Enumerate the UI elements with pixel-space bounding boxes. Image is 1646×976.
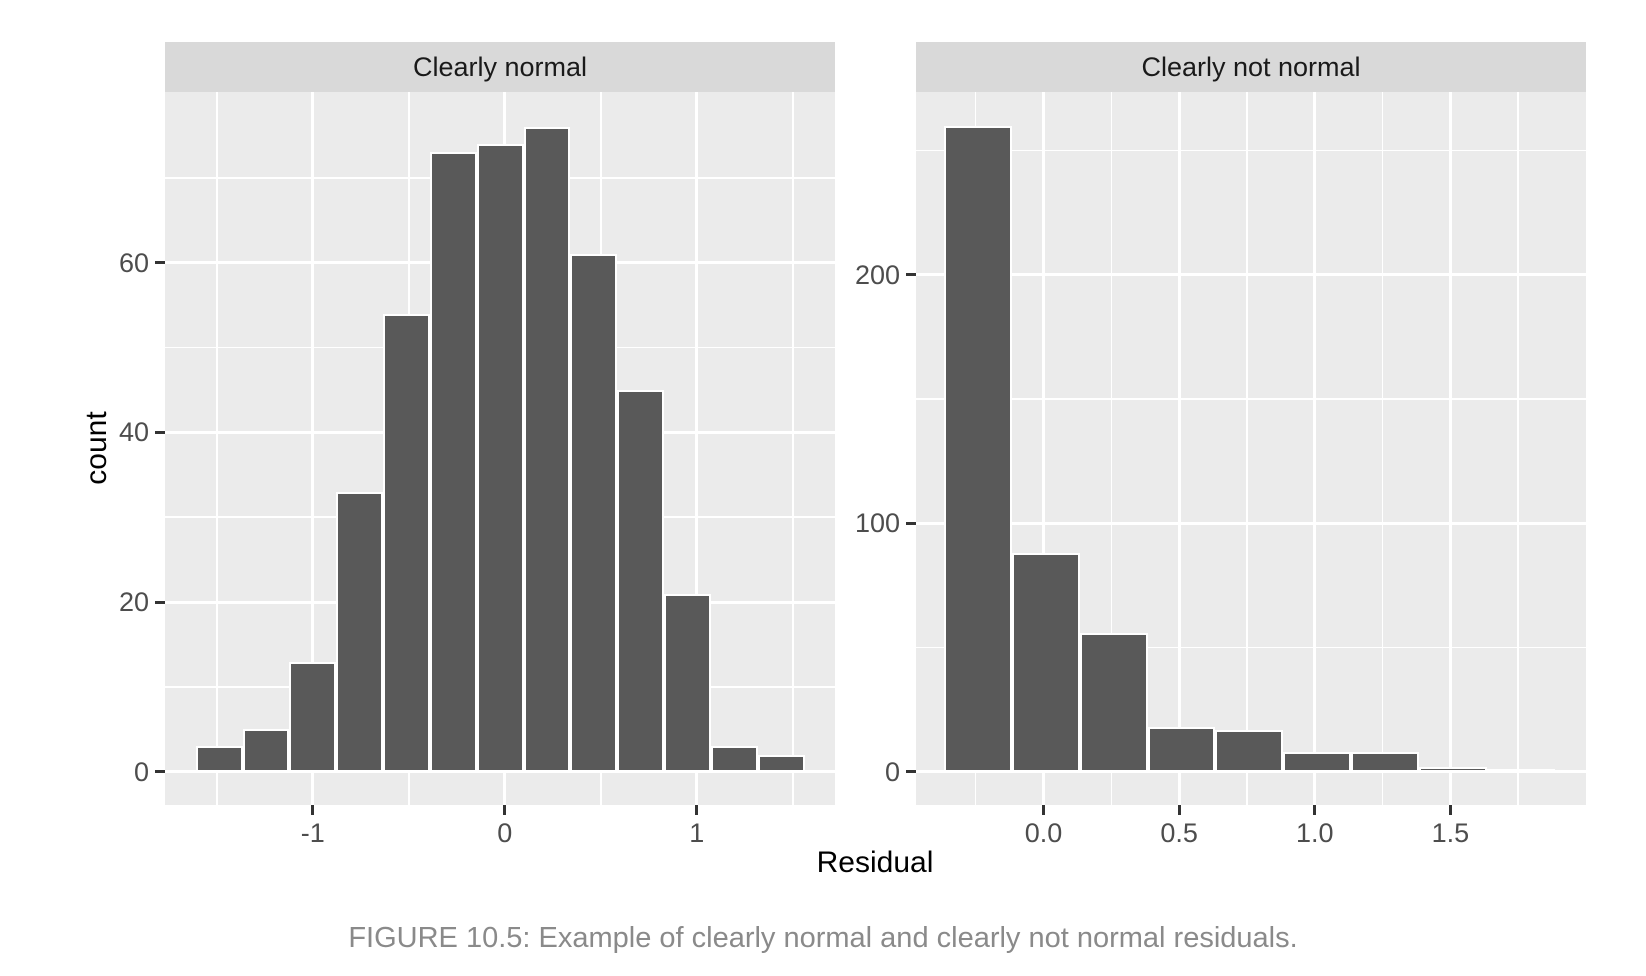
gridline-major-vertical bbox=[1041, 92, 1045, 805]
histogram-bar bbox=[1147, 727, 1216, 772]
y-tick-label: 40 bbox=[118, 417, 149, 448]
y-tick-mark bbox=[155, 770, 165, 774]
facet-strip: Clearly not normal bbox=[916, 42, 1586, 92]
facet-panel bbox=[165, 92, 835, 805]
gridline-minor-vertical bbox=[1246, 92, 1248, 805]
y-tick-label: 0 bbox=[133, 756, 149, 787]
x-tick-label: 0 bbox=[497, 818, 513, 848]
x-tick-label: -1 bbox=[300, 818, 325, 848]
x-tick-label: 0.5 bbox=[1160, 818, 1198, 848]
y-tick-mark bbox=[155, 600, 165, 604]
histogram-bar bbox=[1283, 752, 1352, 772]
histogram-bar bbox=[476, 143, 524, 772]
gridline-minor-vertical bbox=[1381, 92, 1384, 805]
y-tick-mark bbox=[906, 273, 916, 277]
histogram-bar bbox=[383, 313, 430, 772]
histogram-bar bbox=[242, 729, 290, 772]
gridline-major-horizontal bbox=[916, 521, 1586, 525]
histogram-bar bbox=[1418, 766, 1487, 772]
gridline-major-horizontal bbox=[165, 770, 835, 774]
gridline-minor-vertical bbox=[791, 92, 794, 805]
gridline-major-vertical bbox=[695, 92, 699, 805]
gridline-major-horizontal bbox=[916, 273, 1586, 277]
facet-strip-label: Clearly not normal bbox=[1141, 51, 1361, 82]
histogram-bar bbox=[944, 125, 1013, 772]
x-tick-mark bbox=[1313, 805, 1317, 815]
y-tick-mark bbox=[155, 430, 165, 434]
x-tick-mark bbox=[1041, 805, 1045, 815]
histogram-bar bbox=[1215, 729, 1284, 772]
histogram-bar bbox=[617, 389, 665, 772]
histogram-bar bbox=[757, 754, 805, 772]
gridline-minor-horizontal bbox=[916, 149, 1586, 152]
gridline-major-vertical bbox=[1448, 92, 1452, 805]
y-tick-mark bbox=[155, 261, 165, 265]
histogram-bar bbox=[429, 152, 477, 772]
gridline-major-vertical bbox=[311, 92, 315, 805]
histogram-bar bbox=[664, 593, 711, 772]
x-tick-label: 1 bbox=[689, 818, 705, 848]
y-tick-label: 20 bbox=[118, 587, 149, 618]
facet-strip: Clearly normal bbox=[165, 42, 835, 92]
gridline-minor-horizontal bbox=[916, 398, 1586, 400]
y-tick-mark bbox=[906, 770, 916, 774]
histogram-bar bbox=[1486, 769, 1555, 774]
histogram-bar bbox=[289, 661, 337, 772]
histogram-bar bbox=[523, 126, 571, 772]
gridline-minor-horizontal bbox=[916, 646, 1586, 649]
x-tick-label: 1.5 bbox=[1431, 818, 1470, 848]
y-axis-title: count bbox=[80, 411, 113, 485]
y-tick-label: 60 bbox=[118, 247, 149, 278]
gridline-major-vertical bbox=[1177, 92, 1181, 805]
histogram-bar bbox=[336, 491, 384, 772]
facet-strip-label: Clearly normal bbox=[412, 51, 588, 82]
figure-caption: FIGURE 10.5: Example of clearly normal a… bbox=[348, 922, 1298, 954]
x-tick-mark bbox=[503, 805, 507, 815]
x-tick-mark bbox=[311, 805, 315, 815]
facet-panel bbox=[916, 92, 1586, 805]
histogram-bar bbox=[710, 746, 758, 772]
x-tick-label: 0.0 bbox=[1024, 818, 1063, 848]
gridline-major-horizontal bbox=[916, 770, 1586, 774]
histogram-bar bbox=[1079, 632, 1148, 772]
histogram-bar bbox=[1351, 752, 1419, 772]
histogram-bar bbox=[570, 254, 618, 772]
gridline-minor-vertical bbox=[1517, 92, 1519, 805]
gridline-minor-vertical bbox=[1110, 92, 1113, 805]
histogram-bar bbox=[1012, 553, 1080, 772]
y-tick-label: 100 bbox=[854, 508, 900, 539]
histogram-bar bbox=[195, 746, 243, 772]
x-tick-label: 1.0 bbox=[1295, 818, 1334, 848]
y-tick-label: 0 bbox=[884, 756, 900, 787]
y-tick-mark bbox=[906, 521, 916, 525]
gridline-minor-vertical bbox=[216, 92, 218, 805]
x-tick-mark bbox=[1448, 805, 1452, 815]
x-tick-mark bbox=[1177, 805, 1181, 815]
x-tick-mark bbox=[695, 805, 699, 815]
gridline-major-vertical bbox=[1313, 92, 1317, 805]
y-tick-label: 200 bbox=[854, 259, 900, 290]
x-axis-title: Residual bbox=[816, 846, 934, 879]
